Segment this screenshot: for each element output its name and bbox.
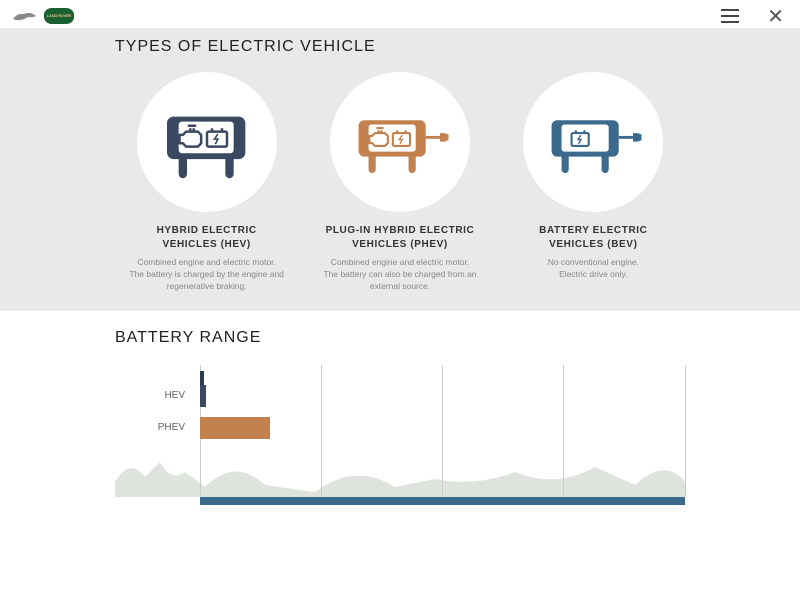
ev-title-bev: BATTERY ELECTRIC VEHICLES (BEV) (539, 224, 647, 252)
types-section: TYPES OF ELECTRIC VEHICLE HYBRID ELECTRI… (0, 28, 800, 311)
baseline-bar (200, 497, 685, 505)
ev-card-hev: HYBRID ELECTRIC VEHICLES (HEV) Combined … (115, 72, 298, 293)
indicator-stub (200, 371, 204, 385)
ev-title-phev: PLUG-IN HYBRID ELECTRIC VEHICLES (PHEV) (326, 224, 475, 252)
top-bar: LAND ROVER ✕ (0, 0, 800, 28)
brand-logos: LAND ROVER (12, 8, 74, 24)
bar-phev (200, 417, 270, 439)
grid-line (685, 365, 686, 497)
range-section: BATTERY RANGE HEV PHEV (0, 311, 800, 505)
ev-desc-hev: Combined engine and electric motor. The … (129, 257, 284, 293)
ev-circle-hev (137, 72, 277, 212)
range-heading: BATTERY RANGE (115, 329, 685, 347)
bar-hev (200, 385, 206, 407)
ev-circle-bev (523, 72, 663, 212)
ev-desc-bev: No conventional engine. Electric drive o… (548, 257, 639, 281)
grid-line (321, 365, 322, 497)
range-chart: HEV PHEV (115, 365, 685, 505)
jaguar-logo (12, 9, 38, 23)
top-actions: ✕ (721, 4, 784, 29)
ev-cards-row: HYBRID ELECTRIC VEHICLES (HEV) Combined … (115, 72, 685, 293)
bar-label-phev: PHEV (115, 422, 185, 433)
grid-line (442, 365, 443, 497)
ev-desc-phev: Combined engine and electric motor. The … (323, 257, 476, 293)
ev-card-phev: PLUG-IN HYBRID ELECTRIC VEHICLES (PHEV) … (308, 72, 491, 293)
menu-icon[interactable] (721, 9, 739, 23)
ev-card-bev: BATTERY ELECTRIC VEHICLES (BEV) No conve… (502, 72, 685, 293)
grid-line (563, 365, 564, 497)
types-heading: TYPES OF ELECTRIC VEHICLE (115, 38, 685, 56)
ev-circle-phev (330, 72, 470, 212)
bar-label-hev: HEV (115, 390, 185, 401)
landrover-logo: LAND ROVER (44, 8, 74, 24)
close-icon[interactable]: ✕ (767, 4, 784, 29)
ev-title-hev: HYBRID ELECTRIC VEHICLES (HEV) (157, 224, 257, 252)
